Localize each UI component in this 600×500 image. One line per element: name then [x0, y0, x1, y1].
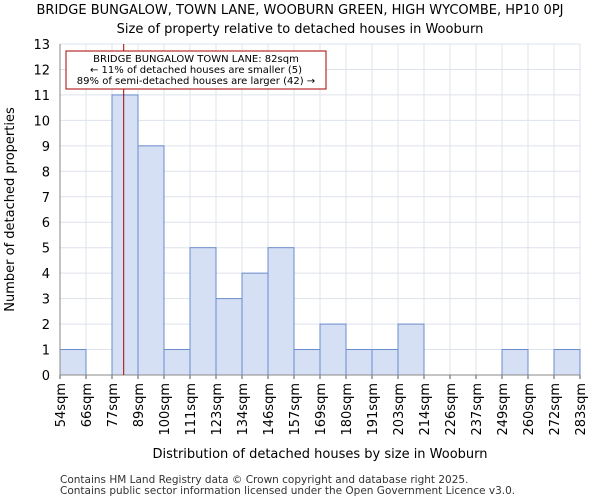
- y-tick-label: 2: [42, 318, 50, 333]
- y-tick-label: 7: [42, 191, 50, 206]
- bar-111sqm: [189, 247, 217, 376]
- x-tick-label: 214sqm: [418, 383, 433, 436]
- footer-copyright: Contains HM Land Registry data © Crown c…: [60, 474, 469, 486]
- x-tick-label: 180sqm: [340, 383, 355, 436]
- x-tick-label: 66sqm: [80, 383, 95, 427]
- bars: [59, 94, 581, 376]
- annotation-line: 89% of semi-detached houses are larger (…: [77, 76, 315, 87]
- x-tick-label: 123sqm: [210, 383, 225, 436]
- x-tick-label: 191sqm: [366, 383, 381, 436]
- y-tick-label: 13: [33, 38, 50, 53]
- bar-157sqm: [293, 349, 321, 376]
- x-tick-label: 249sqm: [496, 383, 511, 436]
- y-axis-label: Number of detached properties: [3, 107, 18, 312]
- y-tick-label: 0: [42, 369, 50, 384]
- x-tick-label: 111sqm: [184, 383, 199, 436]
- x-axis-label: Distribution of detached houses by size …: [152, 447, 487, 462]
- bar-123sqm: [215, 298, 243, 376]
- x-tick-label: 226sqm: [444, 383, 459, 436]
- x-tick-label: 157sqm: [288, 383, 303, 436]
- bar-77sqm: [111, 94, 139, 376]
- annotation-line: ← 11% of detached houses are smaller (5): [90, 65, 302, 76]
- x-tick-label: 54sqm: [54, 383, 69, 427]
- chart-title: BRIDGE BUNGALOW, TOWN LANE, WOOBURN GREE…: [36, 3, 564, 18]
- x-tick-label: 100sqm: [158, 383, 173, 436]
- footer-licence: Contains public sector information licen…: [60, 485, 516, 497]
- annotation-text: BRIDGE BUNGALOW TOWN LANE: 82sqm← 11% of…: [77, 54, 315, 87]
- chart-subtitle: Size of property relative to detached ho…: [116, 22, 484, 37]
- y-tick-label: 11: [33, 89, 50, 104]
- bar-146sqm: [267, 247, 295, 376]
- annotation-box: [65, 50, 327, 90]
- y-tick-label: 3: [42, 293, 50, 308]
- y-tick-label: 12: [33, 63, 50, 78]
- x-tick-label: 77sqm: [106, 383, 121, 427]
- x-tick-label: 272sqm: [548, 383, 563, 436]
- annotation-line: BRIDGE BUNGALOW TOWN LANE: 82sqm: [93, 54, 299, 65]
- y-tick-label: 9: [42, 140, 50, 155]
- bar-203sqm: [397, 323, 425, 376]
- bar-169sqm: [319, 323, 347, 376]
- y-tick-label: 6: [42, 216, 50, 231]
- x-tick-label: 134sqm: [236, 383, 251, 436]
- x-tick-label: 283sqm: [574, 383, 589, 436]
- x-tick-label: 260sqm: [522, 383, 537, 436]
- bar-100sqm: [163, 349, 191, 376]
- x-tick-label: 237sqm: [470, 383, 485, 436]
- y-tick-label: 4: [42, 267, 50, 282]
- bar-134sqm: [241, 272, 269, 376]
- x-axis-ticks: 54sqm 66sqm 77sqm 89sqm 100sqm 111sqm 123sqm 13…: [54, 375, 589, 436]
- x-tick-label: 146sqm: [262, 383, 277, 436]
- bar-89sqm: [137, 145, 165, 376]
- y-tick-label: 10: [33, 114, 50, 129]
- bar-249sqm: [501, 349, 529, 376]
- x-tick-label: 169sqm: [314, 383, 329, 436]
- y-tick-label: 1: [42, 344, 50, 359]
- y-tick-label: 5: [42, 242, 50, 257]
- bar-191sqm: [371, 349, 399, 376]
- bar-272sqm: [553, 349, 581, 376]
- x-tick-label: 89sqm: [132, 383, 147, 427]
- bar-54sqm: [59, 349, 87, 376]
- x-tick-label: 203sqm: [392, 383, 407, 436]
- y-tick-label: 8: [42, 165, 50, 180]
- bar-180sqm: [345, 349, 373, 376]
